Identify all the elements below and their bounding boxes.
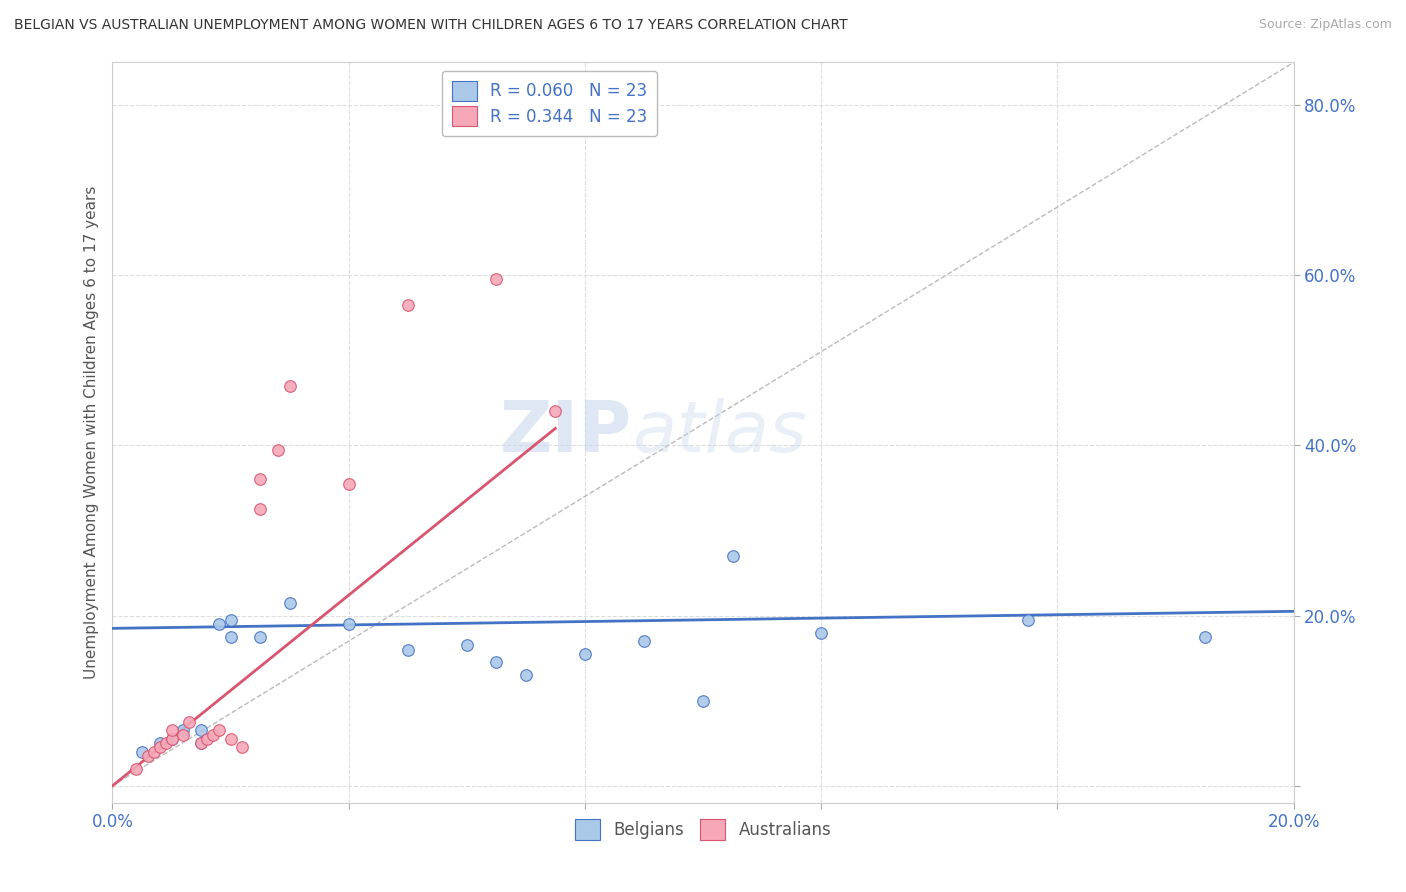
Point [267, 442, 290, 457]
Point [172, 728, 194, 742]
Point [231, 740, 253, 755]
Point [219, 731, 242, 746]
Point [131, 745, 153, 759]
Point [155, 736, 177, 750]
Point [515, 668, 537, 682]
Point [149, 740, 172, 755]
Point [136, 749, 159, 764]
Point [278, 596, 301, 610]
Point [544, 404, 567, 418]
Point [219, 630, 242, 644]
Point [219, 613, 242, 627]
Point [249, 630, 271, 644]
Point [190, 736, 212, 750]
Point [172, 723, 194, 738]
Text: Source: ZipAtlas.com: Source: ZipAtlas.com [1258, 18, 1392, 31]
Point [1194, 630, 1216, 644]
Point [278, 379, 301, 393]
Point [142, 745, 165, 759]
Point [249, 472, 271, 486]
Point [179, 714, 201, 729]
Point [337, 617, 360, 632]
Point [1017, 613, 1039, 627]
Legend: Belgians, Australians: Belgians, Australians [568, 813, 838, 847]
Point [456, 639, 478, 653]
Point [149, 736, 172, 750]
Point [396, 298, 419, 312]
Point [337, 476, 360, 491]
Point [201, 728, 224, 742]
Point [485, 272, 508, 286]
Y-axis label: Unemployment Among Women with Children Ages 6 to 17 years: Unemployment Among Women with Children A… [83, 186, 98, 680]
Point [633, 634, 655, 648]
Point [574, 647, 596, 661]
Text: BELGIAN VS AUSTRALIAN UNEMPLOYMENT AMONG WOMEN WITH CHILDREN AGES 6 TO 17 YEARS : BELGIAN VS AUSTRALIAN UNEMPLOYMENT AMONG… [14, 18, 848, 32]
Point [160, 723, 183, 738]
Point [721, 549, 744, 563]
Point [195, 731, 218, 746]
Point [208, 723, 231, 738]
Point [125, 762, 148, 776]
Point [160, 731, 183, 746]
Point [208, 617, 231, 632]
Text: atlas: atlas [633, 398, 807, 467]
Point [396, 642, 419, 657]
Text: ZIP: ZIP [501, 398, 633, 467]
Point [190, 723, 212, 738]
Point [190, 736, 212, 750]
Point [249, 502, 271, 516]
Point [485, 656, 508, 670]
Point [160, 731, 183, 746]
Point [692, 694, 714, 708]
Point [810, 625, 832, 640]
